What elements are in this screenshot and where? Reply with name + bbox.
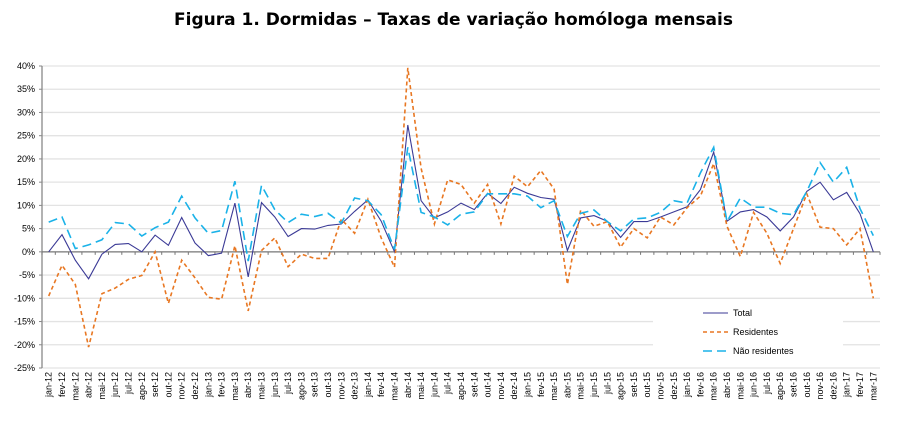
x-tick-label: jan-12: [44, 372, 54, 398]
x-tick-label: mar-12: [70, 372, 80, 401]
x-tick-label: nov-14: [496, 372, 506, 400]
x-tick-label: jul-15: [602, 372, 612, 395]
legend-label: Não residentes: [733, 346, 794, 356]
x-tick-label: dez-13: [350, 372, 360, 400]
series-line-não-residentes: [48, 144, 875, 262]
x-tick-label: abr-16: [722, 372, 732, 398]
x-tick-label: dez-12: [190, 372, 200, 400]
y-tick-label: -10%: [14, 293, 35, 303]
x-tick-label: nov-15: [656, 372, 666, 400]
y-tick-label: 20%: [17, 154, 35, 164]
y-tick-label: -20%: [14, 340, 35, 350]
x-tick-label: abr-13: [243, 372, 253, 398]
x-tick-label: dez-16: [828, 372, 838, 400]
x-tick-label: ago-13: [296, 372, 306, 400]
y-tick-label: 0%: [22, 247, 35, 257]
x-tick-label: set-13: [310, 372, 320, 397]
x-tick-label: dez-14: [509, 372, 519, 400]
x-tick-label: out-13: [323, 372, 333, 398]
x-tick-label: out-12: [163, 372, 173, 398]
chart-title: Figura 1. Dormidas – Taxas de variação h…: [174, 10, 733, 30]
x-tick-label: mar-17: [868, 372, 878, 401]
x-tick-label: ago-12: [137, 372, 147, 400]
y-tick-label: 5%: [22, 224, 35, 234]
y-tick-label: 10%: [17, 200, 35, 210]
x-tick-label: mai-16: [735, 372, 745, 400]
x-tick-label: jan-17: [842, 372, 852, 398]
x-tick-label: fev-15: [536, 372, 546, 397]
x-tick-label: nov-16: [815, 372, 825, 400]
x-tick-label: fev-12: [57, 372, 67, 397]
x-tick-label: mar-14: [389, 372, 399, 401]
x-tick-label: mai-13: [256, 372, 266, 400]
x-tick-label: jun-16: [749, 372, 759, 398]
series-line-residentes: [47, 67, 875, 348]
x-tick-label: ago-14: [456, 372, 466, 400]
x-tick-label: nov-12: [177, 372, 187, 400]
y-tick-label: 15%: [17, 177, 35, 187]
x-tick-label: fev-13: [217, 372, 227, 397]
x-tick-label: mai-15: [576, 372, 586, 400]
x-tick-label: jul-13: [283, 372, 293, 395]
x-tick-label: abr-15: [562, 372, 572, 398]
x-tick-label: jan-15: [523, 372, 533, 398]
x-tick-label: out-15: [642, 372, 652, 398]
x-tick-label: nov-13: [336, 372, 346, 400]
y-tick-label: 30%: [17, 107, 35, 117]
x-tick-label: fev-17: [855, 372, 865, 397]
x-tick-label: mai-12: [97, 372, 107, 400]
y-tick-label: -5%: [19, 270, 35, 280]
x-tick-label: jan-14: [363, 372, 373, 398]
x-tick-label: set-16: [789, 372, 799, 397]
x-tick-label: jun-13: [270, 372, 280, 398]
x-tick-label: jul-12: [123, 372, 133, 395]
x-tick-label: set-15: [629, 372, 639, 397]
x-tick-label: jun-14: [429, 372, 439, 398]
y-tick-label: 35%: [17, 84, 35, 94]
legend-box: [653, 300, 843, 362]
x-tick-label: ago-15: [616, 372, 626, 400]
x-tick-label: set-14: [469, 372, 479, 397]
x-tick-label: jul-14: [443, 372, 453, 395]
x-tick-label: ago-16: [775, 372, 785, 400]
y-tick-label: 25%: [17, 131, 35, 141]
x-tick-label: abr-14: [403, 372, 413, 398]
x-tick-label: out-16: [802, 372, 812, 398]
x-tick-label: jan-16: [682, 372, 692, 398]
x-tick-label: dez-15: [669, 372, 679, 400]
x-tick-label: mar-15: [549, 372, 559, 401]
y-tick-label: 40%: [17, 61, 35, 71]
x-tick-label: mar-16: [709, 372, 719, 401]
x-tick-label: mai-14: [416, 372, 426, 400]
x-tick-label: jan-13: [203, 372, 213, 398]
x-tick-label: jun-12: [110, 372, 120, 398]
x-tick-label: set-12: [150, 372, 160, 397]
legend-label: Residentes: [733, 327, 779, 337]
x-tick-label: fev-14: [376, 372, 386, 397]
x-tick-label: out-14: [483, 372, 493, 398]
x-tick-label: jun-15: [589, 372, 599, 398]
y-tick-label: -25%: [14, 363, 35, 373]
x-tick-label: abr-12: [84, 372, 94, 398]
y-tick-label: -15%: [14, 317, 35, 327]
legend-label: Total: [733, 308, 752, 318]
series-line-total: [48, 124, 874, 280]
x-tick-label: fev-16: [695, 372, 705, 397]
x-tick-label: jul-16: [762, 372, 772, 395]
x-tick-label: mar-13: [230, 372, 240, 401]
